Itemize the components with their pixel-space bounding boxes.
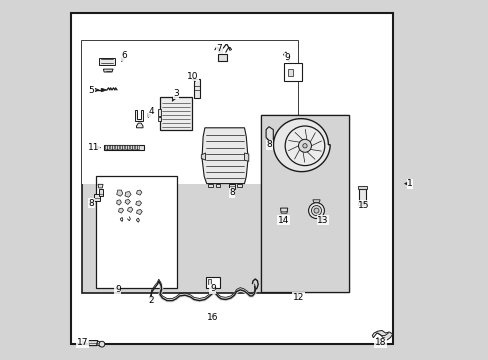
Bar [105, 145, 108, 149]
Text: 9: 9 [209, 284, 215, 293]
Polygon shape [237, 184, 241, 187]
Bar [358, 186, 366, 189]
Bar [260, 115, 348, 292]
Polygon shape [134, 110, 142, 121]
Polygon shape [99, 58, 115, 65]
Text: 8: 8 [266, 140, 272, 149]
Circle shape [302, 144, 306, 148]
Polygon shape [201, 153, 205, 160]
Bar [205, 277, 220, 288]
Bar [288, 69, 292, 76]
Polygon shape [94, 194, 100, 201]
Bar [115, 145, 119, 149]
Polygon shape [371, 330, 392, 340]
Text: 17: 17 [77, 338, 88, 347]
Bar [158, 117, 161, 121]
Circle shape [308, 203, 324, 219]
Bar [160, 97, 192, 130]
Text: 4: 4 [148, 107, 153, 116]
Circle shape [311, 206, 321, 216]
Polygon shape [99, 189, 103, 196]
Polygon shape [244, 153, 248, 161]
Polygon shape [215, 184, 220, 187]
Circle shape [313, 208, 318, 213]
Polygon shape [118, 208, 123, 213]
Text: 12: 12 [292, 292, 304, 302]
Circle shape [99, 341, 104, 347]
Text: 7: 7 [216, 44, 222, 53]
Circle shape [213, 280, 219, 286]
Bar [71, 13, 392, 344]
Polygon shape [103, 69, 113, 72]
Circle shape [285, 126, 324, 166]
Text: 18: 18 [374, 338, 386, 347]
Text: 9: 9 [284, 53, 289, 62]
Polygon shape [312, 200, 320, 202]
Text: 5: 5 [88, 86, 94, 95]
Text: 13: 13 [317, 216, 328, 225]
Circle shape [298, 139, 311, 152]
Bar [260, 115, 348, 292]
Bar [358, 189, 366, 204]
Polygon shape [127, 207, 133, 212]
Bar [218, 54, 227, 61]
Bar [110, 145, 114, 149]
Polygon shape [98, 184, 103, 188]
Bar [125, 145, 129, 149]
Text: 16: 16 [206, 313, 218, 322]
Polygon shape [117, 190, 122, 196]
Polygon shape [208, 184, 212, 187]
Bar [81, 41, 297, 293]
Text: 8: 8 [228, 188, 234, 197]
Circle shape [118, 280, 122, 284]
Text: 15: 15 [357, 201, 368, 210]
Polygon shape [136, 190, 142, 195]
Text: 9: 9 [115, 285, 121, 294]
Polygon shape [88, 341, 98, 346]
Polygon shape [283, 52, 287, 57]
Bar [130, 145, 134, 149]
Bar [135, 145, 139, 149]
Polygon shape [266, 137, 272, 142]
Bar [104, 145, 143, 150]
Bar [113, 279, 117, 284]
Bar [207, 279, 211, 284]
Circle shape [293, 70, 299, 77]
Polygon shape [117, 200, 121, 205]
Text: 3: 3 [173, 89, 179, 98]
Polygon shape [101, 88, 107, 92]
Polygon shape [125, 192, 131, 197]
Polygon shape [136, 123, 142, 128]
Polygon shape [230, 184, 234, 187]
Polygon shape [97, 341, 102, 346]
Text: 8: 8 [88, 199, 94, 208]
Bar [120, 145, 123, 149]
Text: 6: 6 [121, 51, 126, 60]
Polygon shape [228, 184, 235, 189]
Bar [81, 41, 297, 184]
Text: 11: 11 [87, 143, 99, 152]
Bar [158, 109, 161, 116]
Text: 10: 10 [186, 72, 198, 81]
Text: 1: 1 [407, 179, 412, 188]
Bar [284, 63, 301, 81]
Polygon shape [273, 119, 329, 172]
Polygon shape [202, 128, 247, 184]
Bar [113, 278, 122, 285]
Bar [193, 79, 200, 98]
Text: 14: 14 [277, 216, 288, 225]
Bar [96, 176, 177, 288]
Polygon shape [265, 127, 273, 143]
Bar [358, 202, 366, 205]
Polygon shape [280, 208, 287, 213]
Polygon shape [136, 201, 141, 206]
Polygon shape [136, 210, 142, 215]
Polygon shape [125, 199, 130, 204]
Text: 2: 2 [148, 296, 153, 305]
